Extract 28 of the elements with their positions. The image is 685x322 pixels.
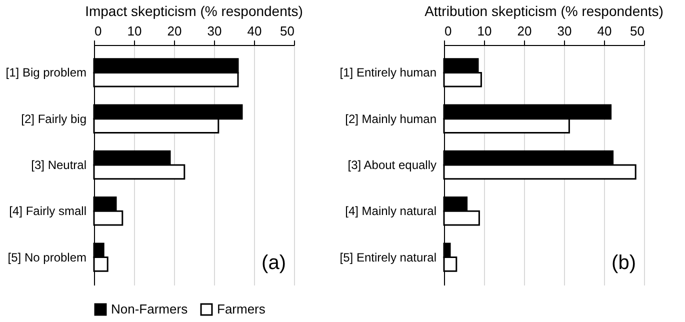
x-tick-label: 30 (207, 24, 222, 38)
x-tick-label: 10 (477, 24, 492, 38)
x-tick-label: 20 (517, 24, 532, 38)
x-tick-label: 40 (597, 24, 612, 38)
y-tick-label: [2] Mainly human (345, 112, 436, 126)
y-tick-label: [3] About equally (348, 158, 436, 172)
y-tick-label: [4] Fairly small (9, 204, 86, 218)
annotation: (a) (262, 252, 286, 274)
y-tick-label: [2] Fairly big (21, 112, 86, 126)
y-tick-label: [5] No problem (8, 250, 87, 264)
y-tick-label: [3] Neutral (31, 158, 86, 172)
y-tick-label: [5] Entirely natural (340, 250, 436, 264)
x-tick-label: 0 (94, 24, 102, 38)
chart-title: Attribution skepticism (% respondents) (424, 3, 664, 19)
y-tick-label: [1] Entirely human (340, 66, 436, 80)
x-tick-label: 40 (247, 24, 262, 38)
x-tick-label: 10 (127, 24, 142, 38)
x-tick-label: 30 (557, 24, 572, 38)
annotation: (b) (612, 252, 636, 274)
x-tick-label: 50 (630, 24, 644, 38)
x-tick-label: 20 (167, 24, 182, 38)
legend-label: Farmers (217, 302, 266, 317)
legend-label: Non-Farmers (111, 302, 188, 317)
x-tick-label: 50 (280, 24, 294, 38)
y-tick-label: [4] Mainly natural (345, 204, 436, 218)
x-tick-label: 0 (444, 24, 452, 38)
y-tick-label: [1] Big problem (6, 66, 86, 80)
chart-title: Impact skepticism (% respondents) (85, 3, 303, 19)
